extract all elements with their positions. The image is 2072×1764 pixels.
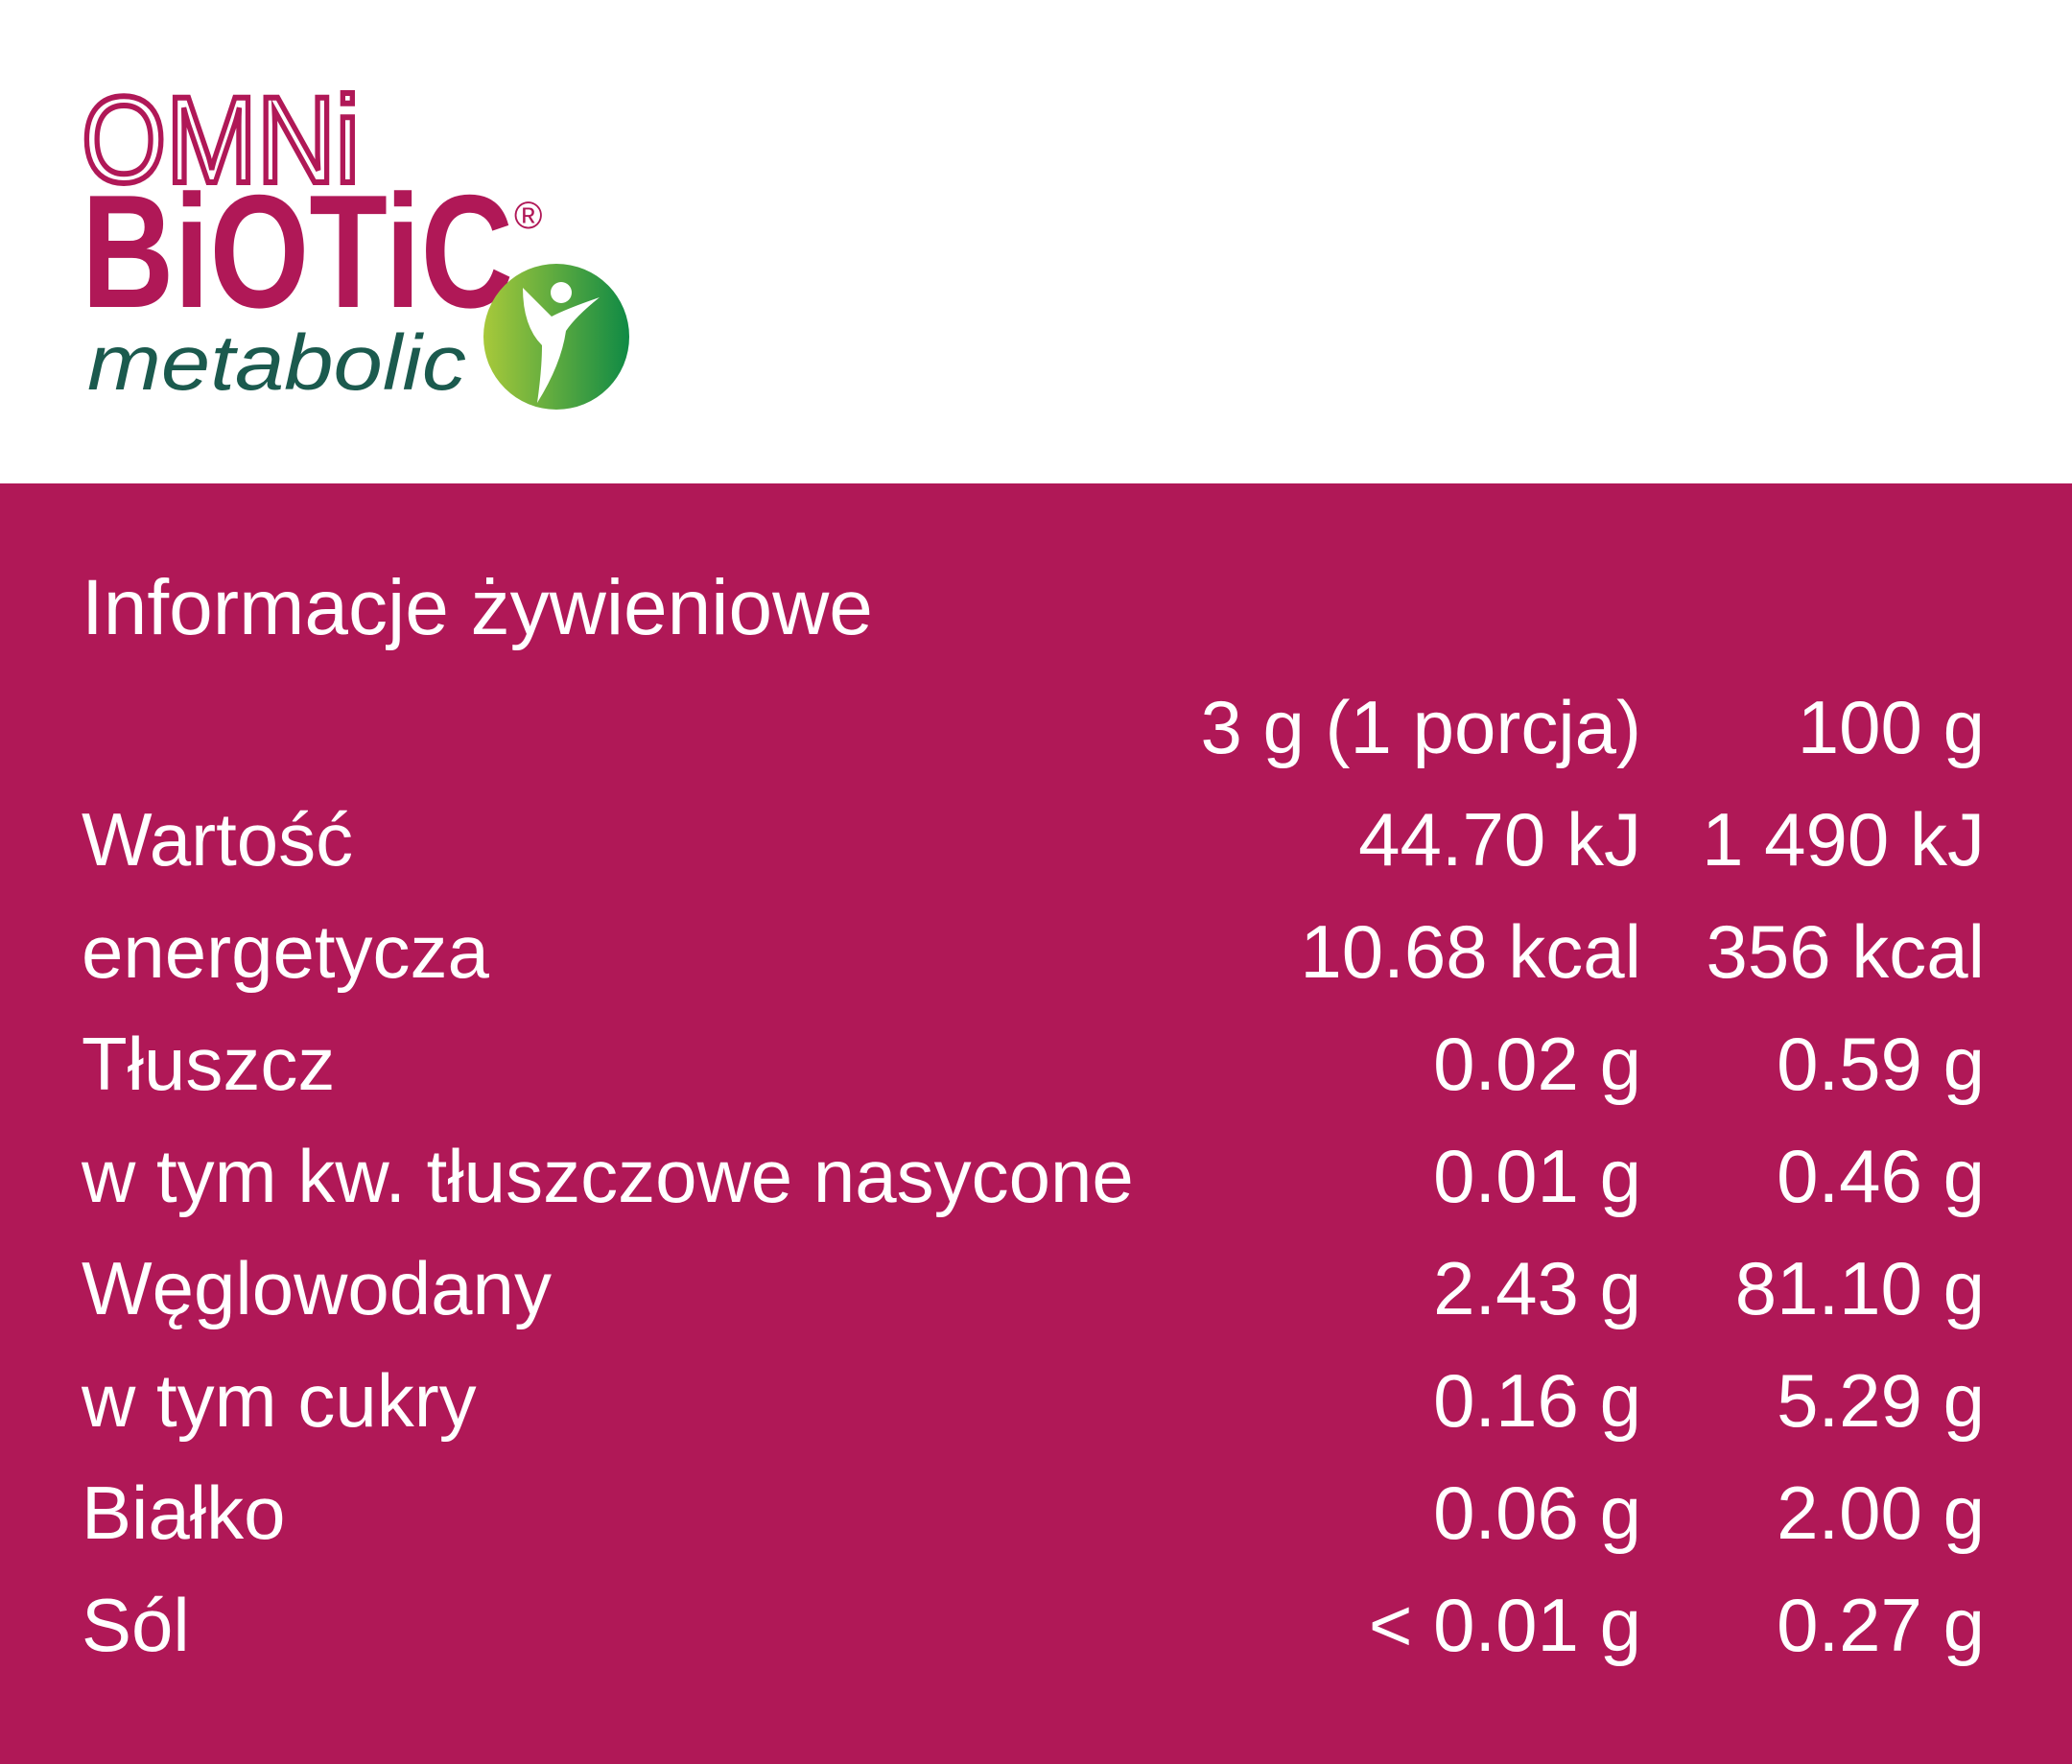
logo-registered: ®	[514, 195, 542, 237]
row-value: 0.46 g	[1777, 1134, 1985, 1218]
row-label: w tym kw. tłuszczowe nasycone	[81, 1134, 1134, 1218]
row-value: 0.06 g	[1433, 1470, 1641, 1555]
row-label: w tym cukry	[81, 1358, 477, 1443]
row-value: 2.00 g	[1777, 1470, 1985, 1555]
row-label: Białko	[82, 1470, 285, 1555]
logo: OMNi BiOTiC ® metabolic	[79, 69, 629, 410]
column-header: 100 g	[1798, 685, 1985, 769]
logo-figure-head	[551, 282, 572, 303]
row-value: 0.59 g	[1777, 1022, 1985, 1106]
row-value: < 0.01 g	[1369, 1583, 1641, 1667]
row-value: 0.16 g	[1433, 1358, 1641, 1443]
row-value: 81.10 g	[1735, 1246, 1985, 1330]
title: Informacje żywieniowe	[82, 564, 873, 651]
row-value: 356 kcal	[1706, 909, 1985, 994]
header-bg	[0, 0, 2072, 483]
logo-biotic: BiOTiC	[82, 161, 513, 341]
row-label: energetycza	[82, 909, 490, 994]
logo-figure	[523, 288, 600, 403]
row-label: Sól	[82, 1583, 190, 1667]
row-label: Wartość	[82, 797, 353, 882]
logo-metabolic: metabolic	[87, 319, 466, 407]
row-label: Węglowodany	[82, 1246, 552, 1330]
row-value: 2.43 g	[1433, 1246, 1641, 1330]
row-value: 44.70 kJ	[1358, 797, 1641, 882]
row-value: 0.27 g	[1777, 1583, 1985, 1667]
row-value: 5.29 g	[1777, 1358, 1985, 1443]
row-value: 10.68 kcal	[1300, 909, 1641, 994]
logo-omni: OMNi	[82, 72, 360, 209]
row-label: Tłuszcz	[82, 1022, 335, 1106]
panel-bg	[0, 483, 2072, 1764]
row-value: 1 490 kJ	[1702, 797, 1985, 882]
row-value: 0.02 g	[1433, 1022, 1641, 1106]
column-header: 3 g (1 porcja)	[1200, 685, 1641, 769]
row-value: 0.01 g	[1433, 1134, 1641, 1218]
